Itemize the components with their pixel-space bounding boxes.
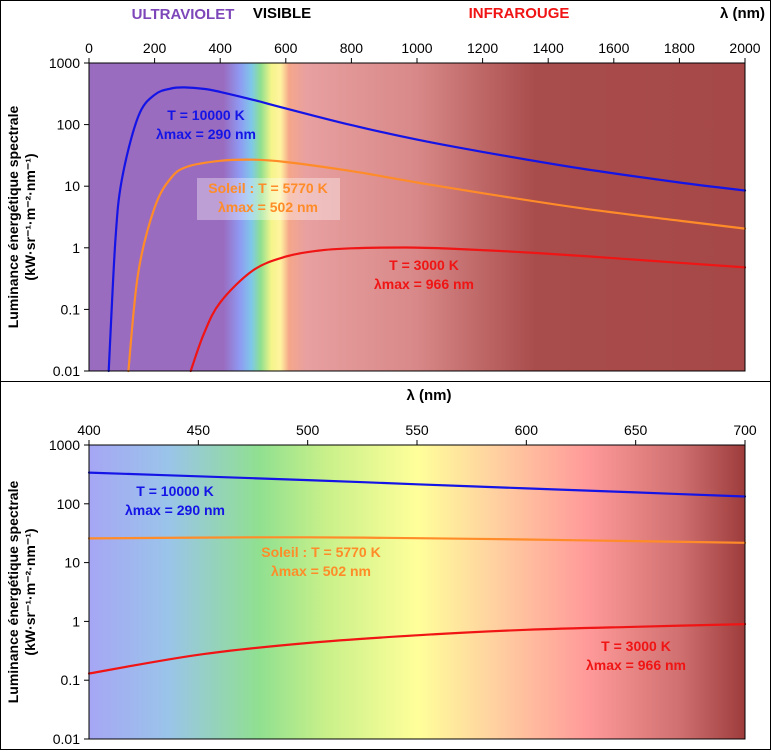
top-y-tick-label: 1000	[49, 55, 80, 71]
top-x-tick-label: 800	[340, 40, 364, 56]
bottom-y-tick-label: 100	[57, 496, 81, 512]
annotation-bottom-5770k-line1: Soleil : T = 5770 K	[261, 544, 380, 560]
annotation-bottom-3000k-line2: λmax = 966 nm	[586, 657, 686, 673]
bottom-x-tick-label: 400	[77, 422, 101, 438]
top-y-tick-label: 100	[57, 117, 81, 133]
annotation-top-10000k-line2: λmax = 290 nm	[156, 126, 256, 142]
bottom-x-tick-label: 550	[405, 422, 429, 438]
bottom-curve-5770k	[87, 536, 747, 544]
top-y-tick-label: 0.01	[53, 363, 80, 379]
annotation-top-5770k: Soleil : T = 5770 K λmax = 502 nm	[197, 178, 340, 220]
top-x-tick-label: 600	[274, 40, 298, 56]
bottom-x-ticks: 400 450 500 550 600 650 700	[77, 422, 757, 445]
annotation-bottom-10000k-line2: λmax = 290 nm	[125, 502, 225, 518]
top-y-axis-label-line1: Luminance énergétique spectrale	[5, 106, 21, 329]
top-curves	[107, 86, 747, 373]
bottom-y-tick-label: 0.01	[53, 731, 80, 747]
top-x-tick-label: 1800	[664, 40, 695, 56]
bottom-y-ticks: 0.01 0.1 1 10 100 1000	[49, 437, 89, 747]
top-chart: 0 200 400 600 800 1000 1200 1400 1600 1800 2000 0.…	[5, 5, 765, 379]
band-label-uv: ULTRAVIOLET	[132, 6, 235, 23]
bottom-y-tick-label: 1	[72, 613, 80, 629]
top-y-ticks: 0.01 0.1 1 10 100 1000	[49, 55, 89, 379]
annotation-bottom-5770k-line2: λmax = 502 nm	[271, 563, 371, 579]
bottom-x-tick-label: 700	[733, 422, 757, 438]
top-plot-background	[89, 63, 745, 371]
annotation-top-3000k-line1: T = 3000 K	[389, 257, 459, 273]
bottom-y-axis-label-line1: Luminance énergétique spectrale	[5, 481, 21, 704]
annotation-top-5770k-background	[197, 178, 340, 220]
bottom-x-tick-label: 500	[296, 422, 320, 438]
annotation-bottom-10000k: T = 10000 K λmax = 290 nm	[125, 483, 225, 518]
top-y-tick-label: 0.1	[61, 301, 81, 317]
bottom-curve-3000k	[87, 623, 747, 675]
top-x-axis-label: λ (nm)	[720, 5, 765, 22]
bottom-plot-background	[89, 445, 745, 739]
annotation-bottom-5770k: Soleil : T = 5770 K λmax = 502 nm	[261, 544, 380, 579]
bottom-x-tick-label: 650	[624, 422, 648, 438]
bottom-curve-10000k	[87, 471, 747, 498]
bottom-x-axis-label: λ (nm)	[407, 387, 452, 404]
bottom-y-tick-label: 10	[64, 555, 80, 571]
top-x-tick-label: 1600	[598, 40, 629, 56]
bottom-y-tick-label: 0.1	[61, 672, 81, 688]
top-x-tick-label: 1400	[533, 40, 564, 56]
top-x-tick-label: 0	[85, 40, 93, 56]
top-x-tick-label: 1200	[467, 40, 498, 56]
top-x-tick-label: 2000	[729, 40, 760, 56]
annotation-top-10000k: T = 10000 K λmax = 290 nm	[156, 107, 256, 142]
bottom-y-axis-label-line2: (kW·sr⁻¹·m⁻²·nm⁻¹)	[22, 528, 38, 655]
annotation-top-3000k-line2: λmax = 966 nm	[374, 276, 474, 292]
annotation-bottom-3000k: T = 3000 K λmax = 966 nm	[586, 638, 686, 673]
top-x-tick-label: 400	[209, 40, 233, 56]
annotation-top-5770k-line1: Soleil : T = 5770 K	[208, 180, 327, 196]
bottom-y-tick-label: 1000	[49, 437, 80, 453]
bottom-chart: λ (nm) 400 450 500 550 600 650 700 0.01 0.1 1 10 1…	[5, 387, 757, 747]
annotation-top-10000k-line1: T = 10000 K	[167, 107, 244, 123]
bottom-x-tick-label: 600	[515, 422, 539, 438]
top-curve-5770k	[127, 158, 747, 373]
top-x-ticks: 0 200 400 600 800 1000 1200 1400 1600 1800 2000	[85, 40, 761, 63]
top-y-axis-label-line2: (kW·sr⁻¹·m⁻²·nm⁻¹)	[22, 153, 38, 280]
top-y-tick-label: 1	[72, 240, 80, 256]
band-label-visible: VISIBLE	[253, 5, 311, 22]
bottom-curves	[87, 471, 747, 675]
annotation-bottom-3000k-line1: T = 3000 K	[601, 638, 671, 654]
bottom-x-tick-label: 450	[187, 422, 211, 438]
annotation-top-3000k: T = 3000 K λmax = 966 nm	[374, 257, 474, 292]
annotation-top-5770k-line2: λmax = 502 nm	[218, 199, 318, 215]
top-curve-10000k	[107, 86, 747, 373]
top-curve-3000k	[189, 246, 747, 373]
band-label-ir: INFRAROUGE	[469, 5, 570, 22]
top-y-tick-label: 10	[64, 178, 80, 194]
top-x-tick-label: 200	[143, 40, 167, 56]
top-x-tick-label: 1000	[401, 40, 432, 56]
annotation-bottom-10000k-line1: T = 10000 K	[136, 483, 213, 499]
